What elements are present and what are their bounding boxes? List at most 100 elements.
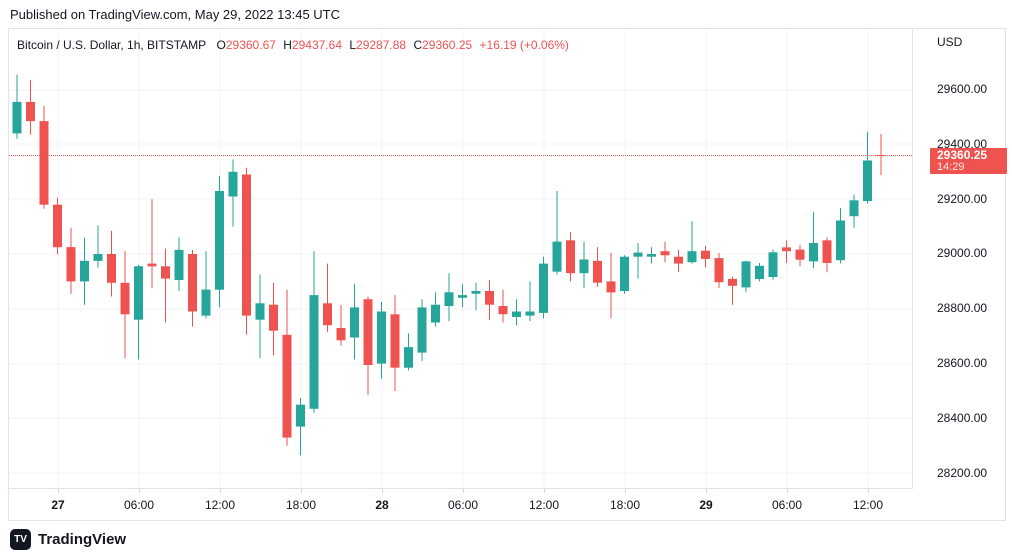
tradingview-logo-icon: TV [10,529,31,550]
last-price-badge: 29360.25 14:29 [930,148,1007,175]
chart-plot-area: Bitcoin / U.S. Dollar, 1h, BITSTAMP O293… [9,29,913,489]
candle-body [755,265,764,279]
time-axis-label: 18:00 [285,498,317,512]
time-axis-tick [301,489,302,493]
chart-frame: Bitcoin / U.S. Dollar, 1h, BITSTAMP O 293… [8,28,1007,521]
time-axis-tick [139,489,140,493]
candle-body [161,266,170,279]
time-axis-tick [787,489,788,493]
time-axis-tick [868,489,869,493]
candle-body [741,261,751,288]
time-axis-tick [382,489,383,493]
candle-body [566,240,575,274]
candle-body [849,200,859,217]
price-axis-label: 29200.00 [937,191,988,206]
price-axis-label: 29000.00 [937,246,988,261]
candle-body [498,306,508,315]
candle-body [701,250,710,259]
tradingview-logo: TV TradingView [10,529,126,550]
candle-body [687,251,697,263]
candle-body [633,252,643,257]
time-axis-label: 06:00 [771,498,803,512]
price-axis-label: 28400.00 [937,410,988,425]
candle-body [606,281,616,293]
candle-body [647,254,656,257]
price-axis: USD 29600.00 29400.00 29200.00 29000.00 2880… [913,29,1007,488]
time-axis-label: 12:00 [204,498,236,512]
candle-body [147,263,157,267]
candle-body [471,291,481,294]
candle-body [215,191,224,290]
candle-body [417,307,427,353]
candle-body [431,304,440,323]
time-axis-label: 27 [51,498,65,512]
candle-body [309,295,319,409]
candle-body [795,249,805,260]
candle-body [768,252,778,277]
candle-body [12,101,22,134]
tradingview-logo-text: TradingView [38,531,127,548]
candle-body [525,311,535,316]
change-value: +16.19 (+0.06%) [479,38,569,52]
candle-body [390,314,400,368]
last-price-line [9,154,912,156]
price-axis-currency: USD [937,35,963,49]
candle-body [120,282,130,315]
price-axis-label: 28200.00 [937,465,988,480]
candlestick-chart [9,29,912,488]
candle-body [174,249,184,280]
candle-body [714,258,724,283]
candle-body [377,311,386,364]
candle-body [485,291,494,305]
candle-body [93,254,103,261]
time-axis-label: 06:00 [447,498,479,512]
candle-body [674,256,683,264]
candle-body [336,328,346,341]
candle-body [201,289,211,316]
time-axis-label: 18:00 [609,498,641,512]
candle-body [282,334,292,438]
candle-body [593,260,602,283]
candle-body [350,307,359,338]
candle-body [836,220,845,261]
time-axis-tick [706,489,707,493]
chart-legend: Bitcoin / U.S. Dollar, 1h, BITSTAMP O293… [17,38,569,52]
candle-body [363,299,373,365]
candle-body [134,266,143,320]
candle-body [444,292,454,306]
candle-body [512,311,521,317]
candle-body [579,259,589,274]
candle-body [26,101,35,122]
candle-body [863,160,872,202]
price-axis-label: 28800.00 [937,301,988,316]
open-label: O [216,38,226,52]
candle-body [660,251,670,256]
candle-body [296,404,305,427]
time-axis-tick [58,489,59,493]
candle-body [728,278,737,286]
candle-body [80,260,89,282]
close-label: C [413,38,423,52]
candle-body [269,304,278,331]
time-axis-tick [463,489,464,493]
time-axis-label: 06:00 [123,498,155,512]
time-axis-label: 29 [699,498,713,512]
price-axis-label: 28600.00 [937,356,988,371]
high-label: H [283,38,292,52]
candle-body [107,254,116,283]
candle-body [66,247,76,282]
candle-body [620,256,629,291]
time-axis-tick [220,489,221,493]
price-axis-label: 29400.00 [937,136,988,151]
symbol-title: Bitcoin / U.S. Dollar, 1h, BITSTAMP [17,38,207,52]
candle-body [782,247,791,252]
low-label: L [349,38,357,52]
candle-body [822,240,832,263]
time-axis-tick [544,489,545,493]
low-value: 29287.88 [356,38,407,52]
candle-body [809,243,818,262]
time-axis: 27 06:00 12:00 18:00 28 06:00 12:00 18:00 29 06:0… [9,489,913,520]
high-value: 29437.64 [291,38,342,52]
time-axis-label: 12:00 [852,498,884,512]
